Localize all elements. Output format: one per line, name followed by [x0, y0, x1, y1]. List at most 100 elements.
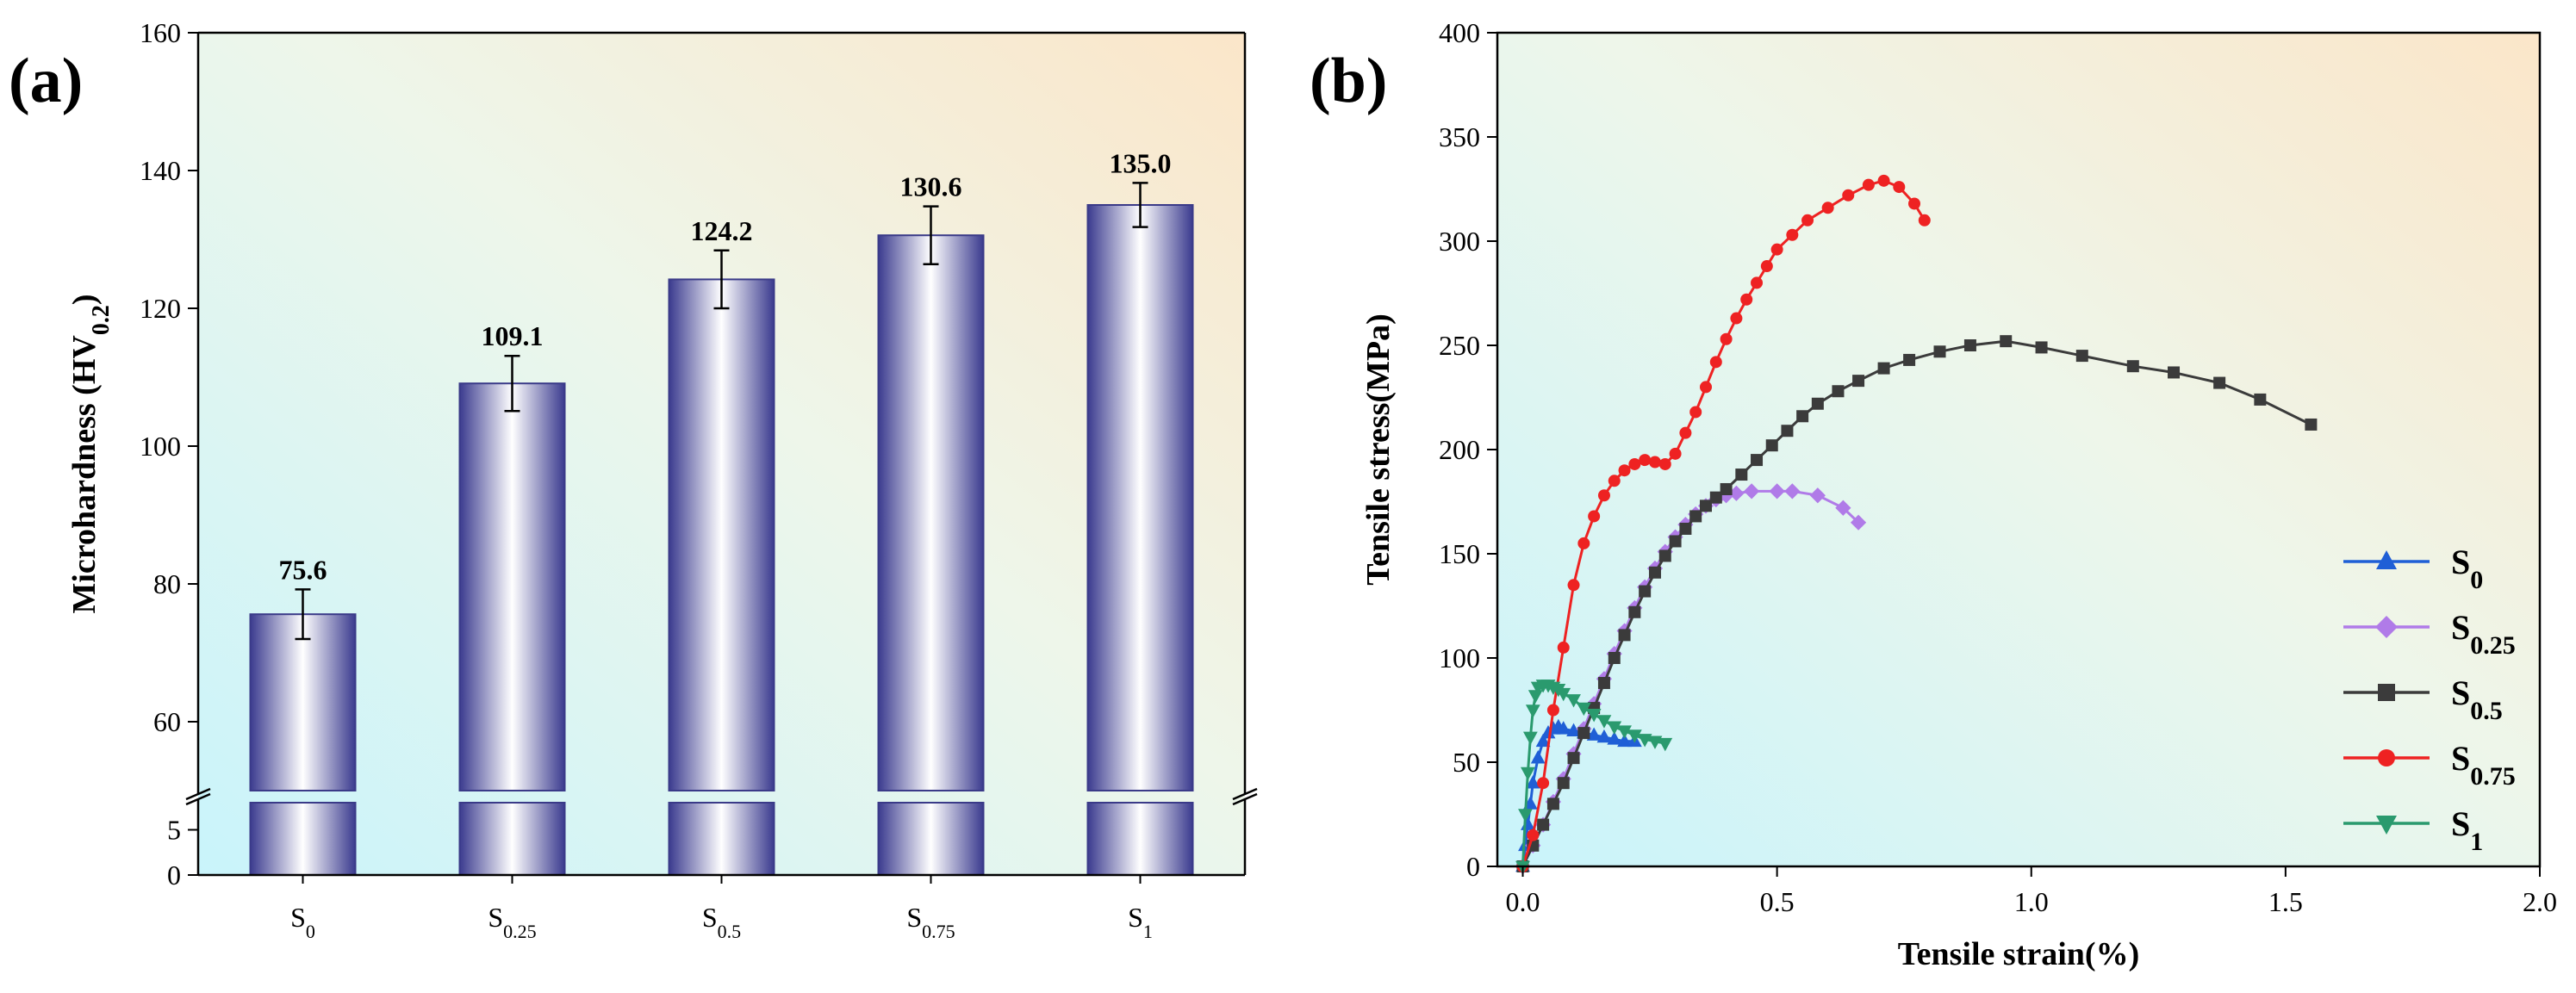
point-S0-13	[1586, 727, 1602, 741]
point-S0.75-30	[1862, 178, 1875, 191]
legend-item-S0.25: S0.25	[2343, 608, 2516, 660]
point-S0.75-29	[1842, 189, 1855, 202]
point-S0-11	[1566, 723, 1581, 736]
point-S0.75-2	[1537, 777, 1550, 790]
point-S0.5-4	[1557, 777, 1570, 790]
point-S1-11	[1556, 687, 1571, 702]
value-label-3: 130.6	[900, 171, 962, 202]
legend-item-S1: S1	[2343, 804, 2483, 856]
x-tick-label-b-0: 0.0	[1506, 886, 1540, 917]
y-tick-label-upper-0: 60	[153, 706, 181, 737]
legend-label-S0.75-sub: 0.75	[2470, 762, 2516, 791]
point-S0.75-14	[1658, 457, 1671, 470]
point-S0.75-9	[1608, 475, 1621, 487]
point-S0.75-28	[1821, 202, 1834, 214]
series-group	[1515, 174, 2318, 875]
point-S0-15	[1607, 731, 1622, 745]
point-S0.75-27	[1801, 214, 1814, 227]
y-title-main: Microhardness (HV	[66, 335, 103, 614]
series-S0.75	[1516, 174, 1931, 872]
bar-lower-3	[877, 802, 985, 876]
point-S0.75-23	[1751, 276, 1764, 289]
point-S0.75-6	[1577, 537, 1590, 549]
bar-lower-0	[249, 802, 357, 876]
point-S0.5-11	[1628, 605, 1641, 618]
point-S0.75-19	[1709, 356, 1722, 369]
point-S0.75-10	[1618, 464, 1631, 477]
x-tick-label-0-base: S	[290, 902, 306, 933]
x-tick-label-4-base: S	[1128, 902, 1143, 933]
bar-lower-1	[458, 802, 566, 876]
point-S1-12	[1566, 694, 1581, 708]
bar-lower-2	[668, 802, 775, 876]
point-S0.5-3	[1546, 798, 1559, 810]
point-S1-18	[1627, 729, 1642, 743]
point-S0.75-32	[1893, 181, 1906, 194]
x-tick-label-2-sub: 0.5	[718, 921, 742, 942]
bar-2	[668, 278, 775, 791]
x-tick-label-3: S0.75	[906, 902, 955, 942]
point-S0.5-26	[1811, 397, 1824, 410]
point-S0.75-21	[1730, 312, 1743, 325]
x-tick-label-b-1: 0.5	[1760, 886, 1795, 917]
y-axis-title-a: Microhardness (HV0.2)	[66, 295, 115, 614]
x-tick-label-2-base: S	[702, 902, 718, 933]
point-S1-15	[1596, 715, 1612, 729]
x-tick-label-1-sub: 0.25	[503, 921, 537, 942]
y-tick-label-b-8: 400	[1439, 17, 1480, 48]
point-S1-13	[1576, 702, 1591, 717]
x-tick-label-b-2: 1.0	[2014, 886, 2049, 917]
point-S0-16	[1617, 733, 1632, 748]
y-title-sub: 0.2	[88, 305, 115, 335]
point-S0.75-22	[1740, 293, 1753, 306]
point-S0.5-28	[1852, 375, 1865, 388]
y-tick-label-upper-1: 80	[153, 568, 181, 599]
x-tick-label-1-base: S	[488, 902, 503, 933]
point-S0.75-34	[1918, 214, 1931, 227]
point-S0-4	[1525, 775, 1540, 789]
point-S0.5-39	[2254, 393, 2267, 406]
legend-label-S0: S0	[2451, 543, 2483, 594]
point-S0.75-8	[1597, 489, 1610, 502]
point-S0.5-23	[1765, 439, 1778, 452]
legend-marker-S1	[2376, 816, 2397, 835]
legend-label-S0.5-base: S	[2451, 673, 2470, 712]
y-tick-label-b-2: 100	[1439, 642, 1480, 673]
point-S1-3	[1522, 731, 1538, 746]
point-S1-1	[1518, 809, 1533, 822]
y-tick-label-b-1: 50	[1453, 747, 1480, 778]
value-label-2: 124.2	[691, 215, 753, 246]
point-S0.5-40	[2305, 418, 2318, 431]
point-S0.5-30	[1903, 353, 1916, 366]
x-tick-label-3-base: S	[906, 902, 922, 933]
axes-b: 0.0 0.5 1.0 1.5 2.0 0 50 100 150 200 250 300 350 400	[1439, 17, 2557, 917]
point-S0.75-31	[1877, 174, 1890, 187]
x-tick-label-3-sub: 0.75	[922, 921, 955, 942]
point-S0.75-13	[1648, 456, 1661, 469]
point-S0.25-26	[1835, 500, 1851, 516]
point-S0.5-18	[1700, 500, 1712, 512]
break-mark-right-1	[1232, 787, 1258, 801]
x-tick-label-1: S0.25	[488, 902, 536, 942]
point-S0.5-12	[1639, 585, 1652, 598]
legend-label-S0.25-sub: 0.25	[2470, 631, 2516, 660]
x-tick-label-2: S0.5	[702, 902, 741, 942]
legend-label-S0.5: S0.5	[2451, 673, 2503, 725]
point-S0.75-16	[1679, 426, 1692, 439]
point-S0.75-15	[1669, 447, 1682, 460]
point-S0.75-3	[1546, 704, 1559, 717]
panel-b-label: (b)	[1310, 46, 1387, 116]
point-S0.5-35	[2075, 350, 2088, 363]
point-S0.5-36	[2126, 360, 2139, 373]
point-S0.5-38	[2213, 376, 2226, 389]
legend-label-S0-sub: 0	[2470, 566, 2483, 594]
point-S0.75-1	[1527, 829, 1540, 841]
y-tick-label-b-4: 200	[1439, 434, 1480, 465]
point-S1-16	[1607, 721, 1622, 735]
legend-label-S1: S1	[2451, 804, 2483, 856]
bar-0	[249, 613, 357, 792]
y-tick-label-upper-4: 140	[140, 155, 181, 186]
point-S0.75-7	[1588, 510, 1601, 523]
point-S0.75-20	[1720, 332, 1733, 345]
